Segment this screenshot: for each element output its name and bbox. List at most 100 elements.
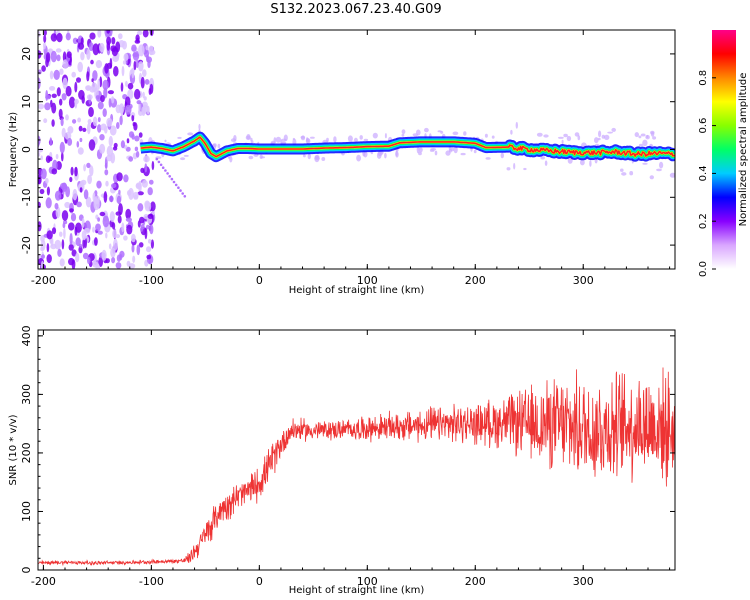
- noise-blob: [105, 258, 110, 264]
- noise-blob: [102, 108, 107, 117]
- x-tick-label: -200: [31, 274, 56, 287]
- y-tick-label: 200: [20, 442, 33, 463]
- noise-blob: [138, 44, 145, 57]
- scatter-blob: [557, 136, 564, 139]
- noise-blob: [144, 163, 148, 173]
- noise-blob: [131, 244, 135, 253]
- noise-blob: [65, 32, 71, 41]
- streak-dot: [181, 192, 184, 195]
- noise-blob: [65, 85, 72, 97]
- scatter-blob: [418, 147, 423, 153]
- noise-blob: [137, 220, 141, 228]
- noise-blob: [79, 137, 83, 143]
- x-tick-label: -200: [31, 575, 56, 588]
- y-tick-label: 10: [20, 95, 33, 109]
- noise-blob: [67, 137, 73, 146]
- noise-blob: [51, 93, 57, 99]
- noise-blob: [60, 118, 64, 127]
- noise-blob: [115, 262, 122, 269]
- noise-blob: [119, 250, 125, 258]
- noise-blob: [135, 182, 142, 190]
- scatter-blob: [574, 132, 580, 137]
- noise-blob: [76, 201, 82, 208]
- noise-blob: [136, 244, 141, 256]
- noise-blob: [80, 51, 85, 61]
- noise-blob: [99, 211, 106, 217]
- scatter-blob: [543, 134, 549, 138]
- noise-blob: [111, 47, 118, 57]
- x-axis-label: Height of straight line (km): [289, 585, 425, 596]
- scatter-blob: [372, 132, 378, 139]
- noise-blob: [124, 104, 132, 115]
- noise-blob: [74, 81, 78, 93]
- noise-blob: [55, 48, 62, 53]
- noise-blob: [83, 164, 86, 172]
- noise-blob: [131, 115, 135, 122]
- scatter-blob: [177, 136, 182, 139]
- scatter-blob: [307, 153, 311, 160]
- noise-blob: [116, 195, 122, 205]
- noise-blob: [91, 78, 94, 83]
- snr-line: [38, 367, 675, 567]
- x-tick-label: 0: [256, 274, 263, 287]
- colorbar-tick-label: 0.4: [698, 165, 709, 181]
- noise-blob: [40, 155, 43, 161]
- noise-blob: [106, 145, 114, 157]
- noise-blob: [49, 70, 54, 80]
- noise-blob: [122, 40, 127, 50]
- noise-blob: [59, 68, 64, 75]
- noise-blob: [108, 135, 114, 147]
- noise-blob: [40, 168, 47, 180]
- noise-blob: [134, 135, 140, 142]
- noise-blob: [150, 201, 156, 212]
- noise-blob: [92, 226, 95, 233]
- noise-blob: [130, 112, 136, 118]
- noise-blob: [76, 141, 80, 148]
- y-tick-label: 20: [20, 47, 33, 61]
- noise-blob: [38, 77, 41, 90]
- noise-blob: [112, 229, 117, 239]
- noise-blob: [82, 127, 87, 132]
- scatter-blob: [424, 127, 429, 133]
- noise-blob: [97, 230, 103, 235]
- noise-blob: [108, 243, 112, 250]
- noise-blob: [61, 210, 69, 221]
- noise-blob: [56, 32, 63, 43]
- noise-blob: [69, 232, 73, 245]
- noise-blob: [137, 191, 144, 196]
- scatter-blob: [484, 133, 488, 138]
- noise-blob: [118, 33, 123, 40]
- noise-blob: [123, 53, 129, 61]
- noise-blob: [79, 187, 83, 193]
- noise-blob: [97, 78, 101, 90]
- scatter-blob: [485, 157, 491, 160]
- noise-blob: [50, 50, 57, 63]
- noise-blob: [87, 174, 92, 185]
- noise-blob: [144, 201, 152, 212]
- noise-blob: [75, 252, 80, 263]
- scatter-blob: [491, 135, 495, 139]
- noise-blob: [109, 211, 115, 223]
- noise-blob: [101, 249, 107, 261]
- noise-blob: [105, 180, 109, 187]
- scatter-blob: [638, 135, 642, 139]
- noise-blob: [61, 127, 66, 138]
- noise-blob: [126, 260, 131, 267]
- scatter-blob: [437, 130, 442, 133]
- scatter-blob: [650, 130, 655, 135]
- noise-blob: [110, 96, 115, 104]
- ridge-scatter: [150, 121, 675, 198]
- x-tick-label: -100: [139, 575, 164, 588]
- noise-blob: [75, 237, 81, 247]
- y-tick-label: -20: [20, 236, 33, 254]
- scatter-blob: [460, 152, 466, 156]
- noise-blob: [137, 203, 144, 212]
- noise-blob: [97, 217, 100, 222]
- noise-blob: [77, 61, 83, 73]
- noise-blob: [131, 68, 135, 79]
- scatter-blob: [377, 150, 383, 157]
- scatter-blob: [544, 160, 548, 166]
- y-tick-label: 300: [20, 384, 33, 405]
- noise-blob: [149, 179, 154, 185]
- noise-blob: [104, 169, 109, 176]
